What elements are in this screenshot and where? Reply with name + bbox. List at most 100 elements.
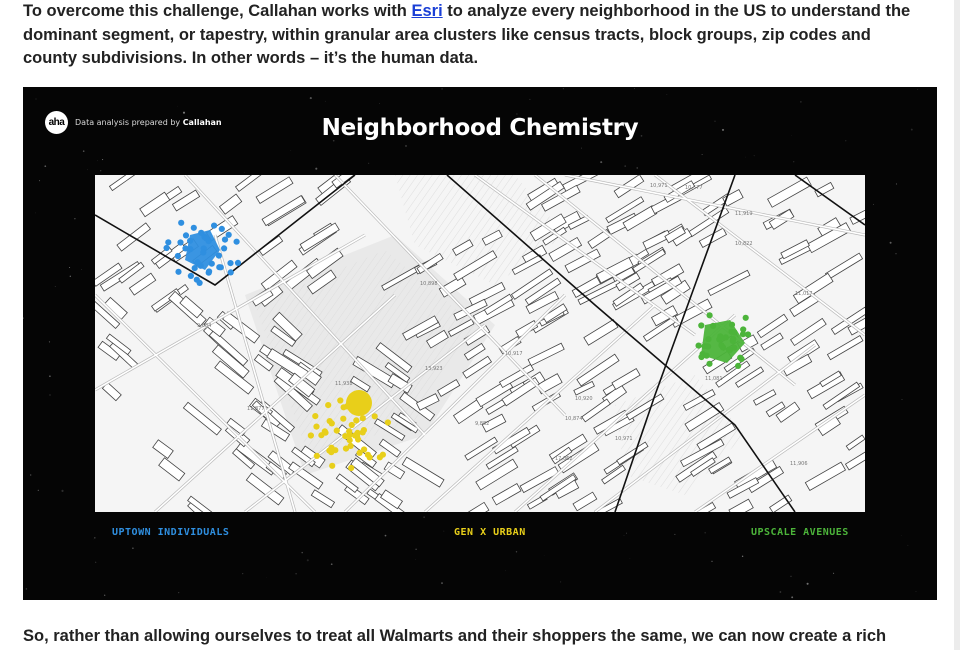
intro-paragraph: To overcome this challenge, Callahan wor…: [23, 0, 923, 71]
star: [895, 253, 897, 255]
building: [152, 439, 174, 459]
gen-x-urban-dot: [354, 429, 361, 436]
uptown-individuals-dot: [187, 246, 194, 253]
building: [402, 315, 439, 341]
building: [524, 277, 562, 306]
upscale-avenues-dot: [740, 326, 747, 333]
star: [793, 161, 795, 163]
map-label: 11,017: [795, 291, 813, 297]
star: [629, 558, 631, 559]
esri-link[interactable]: Esri: [411, 2, 443, 20]
star: [666, 94, 668, 95]
figure-credit: aha Data analysis prepared by Callahan: [45, 111, 222, 134]
building: [105, 333, 132, 356]
gen-x-urban-dot: [313, 452, 320, 459]
map-label: 11,081: [705, 376, 723, 382]
building: [756, 313, 789, 339]
building: [551, 446, 573, 465]
star: [900, 535, 902, 536]
star: [441, 582, 443, 585]
building: [612, 282, 645, 307]
building: [211, 344, 250, 379]
gen-x-urban-dot: [347, 442, 354, 449]
map-label: 17,062: [555, 456, 573, 462]
street-fill: [424, 304, 656, 512]
uptown-individuals-dot: [198, 229, 205, 236]
building: [118, 261, 145, 284]
legend-gen-x-urban: GEN X URBAN: [454, 527, 526, 538]
figure-title: Neighborhood Chemistry: [321, 115, 639, 141]
district-boundary: [446, 175, 796, 512]
uptown-individuals-dot: [190, 224, 197, 231]
building: [708, 456, 732, 475]
building: [218, 193, 243, 215]
star: [35, 98, 37, 100]
gen-x-urban-dot: [313, 423, 320, 430]
uptown-individuals-dot: [227, 260, 234, 267]
map-label: 10,822: [735, 241, 753, 247]
gen-x-urban-dot: [326, 418, 333, 425]
building: [715, 360, 751, 388]
star: [791, 134, 792, 136]
building: [844, 444, 865, 471]
star: [415, 558, 416, 560]
uptown-individuals-dot: [175, 268, 182, 275]
star: [368, 162, 370, 164]
building: [453, 250, 498, 282]
star: [30, 474, 32, 476]
star: [791, 596, 794, 599]
star: [917, 89, 919, 90]
uptown-individuals-dot: [206, 268, 213, 275]
building: [214, 360, 255, 395]
building: [468, 281, 506, 307]
building: [310, 489, 336, 509]
star: [441, 88, 443, 90]
uptown-individuals-dot: [182, 232, 190, 239]
building: [539, 474, 577, 502]
building: [272, 311, 303, 342]
building: [288, 372, 316, 398]
star: [95, 561, 97, 563]
uptown-individuals-dot: [177, 239, 184, 246]
map-label: 10,971: [615, 436, 633, 442]
building: [232, 448, 256, 470]
building: [587, 228, 612, 249]
building: [261, 195, 306, 227]
building: [467, 501, 490, 512]
uptown-individuals-dot: [221, 245, 228, 252]
map-label: 11,919: [735, 211, 753, 217]
building: [253, 353, 274, 372]
street-fill: [95, 294, 316, 512]
gen-x-urban-dot: [348, 464, 355, 472]
uptown-individuals-dot: [174, 252, 181, 260]
star: [69, 266, 71, 269]
street-fill: [344, 294, 566, 512]
gen-x-urban-dot: [359, 415, 366, 422]
star: [379, 103, 380, 104]
building: [380, 489, 404, 510]
upscale-avenues-dot: [710, 322, 717, 329]
star: [845, 140, 847, 142]
building: [378, 438, 402, 458]
star: [623, 535, 625, 536]
star: [779, 591, 782, 593]
star: [94, 537, 96, 539]
building: [485, 446, 519, 470]
star: [806, 582, 809, 585]
map-label: 10,898: [420, 281, 438, 287]
building: [664, 225, 686, 244]
uptown-individuals-dot: [165, 239, 172, 246]
gen-x-urban-dot: [342, 433, 349, 440]
star: [741, 555, 744, 557]
building: [331, 175, 361, 189]
building: [572, 491, 598, 512]
star: [415, 548, 417, 550]
star: [529, 98, 531, 100]
building: [128, 272, 157, 296]
star: [384, 534, 387, 537]
building: [401, 456, 445, 488]
building: [203, 316, 226, 338]
uptown-individuals-dot: [197, 262, 204, 269]
credit-text: Data analysis prepared by Callahan: [75, 118, 222, 127]
street-fill: [594, 344, 816, 512]
